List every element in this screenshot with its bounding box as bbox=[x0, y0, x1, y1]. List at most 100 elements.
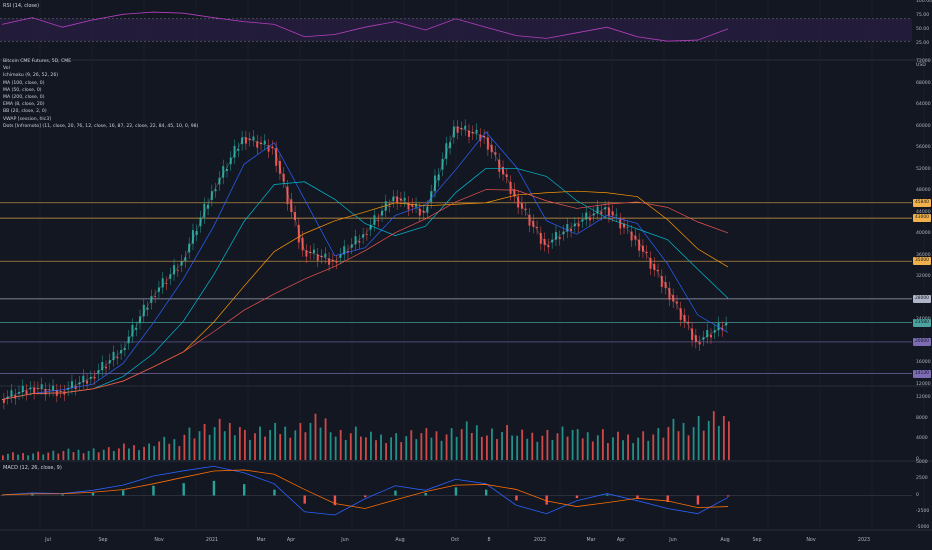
candle-body bbox=[645, 251, 648, 253]
candle-body bbox=[154, 296, 157, 297]
volume-bar bbox=[672, 418, 675, 460]
candle-body bbox=[358, 240, 361, 243]
volume-bar bbox=[223, 431, 226, 460]
price-level-tag[interactable]: 35000 bbox=[913, 257, 931, 266]
macd-pane-title: MACD (12, 26, close, 9) bbox=[3, 465, 62, 471]
candle-body bbox=[225, 169, 228, 172]
time-axis-tick: 2022 bbox=[533, 538, 547, 543]
candle-body bbox=[479, 134, 482, 141]
candle-body bbox=[207, 204, 210, 209]
volume-bar bbox=[62, 450, 65, 460]
volume-bar bbox=[687, 435, 690, 460]
volume-bar bbox=[521, 429, 524, 460]
indicator-legend-item[interactable]: MA (200, close, 0) bbox=[3, 95, 45, 101]
macd-histogram-bar bbox=[243, 484, 246, 496]
macd-histogram-bar bbox=[606, 494, 609, 496]
volume-bar bbox=[400, 442, 403, 460]
candle-body bbox=[123, 348, 126, 351]
volume-bar bbox=[329, 432, 332, 460]
candle-body bbox=[252, 136, 255, 141]
volume-bar bbox=[82, 453, 85, 460]
volume-bar bbox=[702, 430, 705, 460]
volume-bar bbox=[697, 416, 700, 460]
volume-bar bbox=[42, 454, 45, 460]
candle-body bbox=[297, 224, 300, 243]
indicator-legend-item[interactable]: EMA (8, close, 20) bbox=[3, 102, 45, 108]
candle-body bbox=[233, 145, 236, 158]
volume-bar bbox=[153, 446, 156, 460]
candle-body bbox=[70, 381, 73, 388]
volume-bar bbox=[193, 438, 196, 460]
price-level-tag[interactable]: 45840 bbox=[913, 198, 931, 207]
indicator-legend-item[interactable]: BB (20, close, 2, 0) bbox=[3, 109, 47, 115]
volume-bar bbox=[314, 413, 317, 460]
indicator-legend-item[interactable]: VWAP [session, hlc3] bbox=[3, 116, 51, 122]
indicator-legend-item[interactable]: Ichimoku (9, 26, 52, 26) bbox=[3, 73, 59, 79]
volume-bar bbox=[158, 441, 161, 460]
volume-bar bbox=[415, 439, 418, 460]
volume-bar bbox=[682, 422, 685, 460]
time-axis-tick: Sep bbox=[752, 538, 762, 543]
candle-body bbox=[244, 137, 247, 144]
volume-bar bbox=[269, 429, 272, 460]
candle-body bbox=[539, 232, 542, 244]
price-level-tag[interactable]: 43000 bbox=[913, 214, 931, 223]
price-level-tag[interactable]: 14130 bbox=[913, 369, 931, 378]
volume-bar bbox=[203, 424, 206, 460]
candle-body bbox=[498, 159, 501, 172]
candle-body bbox=[267, 145, 270, 152]
volume-bar bbox=[480, 436, 483, 460]
indicator-legend-item[interactable]: MA (100, close, 0) bbox=[3, 80, 45, 86]
time-axis-tick: 2021 bbox=[205, 538, 219, 543]
candle-body bbox=[437, 174, 440, 181]
candle-body bbox=[93, 376, 96, 379]
macd-histogram-bar bbox=[394, 490, 397, 496]
price-level-tag[interactable]: 23580 bbox=[913, 318, 931, 327]
candle-body bbox=[312, 249, 315, 254]
candle-body bbox=[486, 137, 489, 150]
candle-body bbox=[52, 385, 55, 391]
candle-body bbox=[536, 226, 539, 229]
volume-bar bbox=[294, 430, 297, 460]
candle-body bbox=[456, 126, 459, 133]
volume-bar bbox=[107, 447, 110, 460]
macd-histogram-bar bbox=[454, 487, 458, 496]
volume-bar bbox=[637, 437, 640, 460]
macd-histogram-bar bbox=[273, 489, 276, 496]
volume-bar bbox=[97, 452, 100, 460]
price-level-tag[interactable]: 20000 bbox=[913, 337, 931, 346]
candle-body bbox=[184, 257, 187, 262]
volume-bar bbox=[27, 455, 30, 460]
time-axis-tick: 8 bbox=[487, 538, 491, 543]
macd-histogram-bar bbox=[61, 494, 64, 496]
volume-bar bbox=[365, 437, 367, 460]
price-axis-tick: 16000 bbox=[916, 360, 931, 366]
candle-body bbox=[373, 215, 376, 225]
macd-axis-tick: 0 bbox=[916, 492, 919, 498]
symbol-title[interactable]: Bitcoin CME Futures, 5D, CME bbox=[3, 59, 72, 64]
volume-bar bbox=[102, 449, 105, 460]
volume-bar bbox=[128, 448, 130, 460]
volume-bar bbox=[491, 428, 493, 460]
volume-bar bbox=[244, 429, 246, 460]
candle-body bbox=[600, 211, 603, 215]
price-level-tag[interactable]: 28000 bbox=[913, 294, 931, 303]
indicator-legend-item[interactable]: Vol bbox=[3, 66, 10, 72]
volume-bar bbox=[339, 429, 342, 460]
volume-bar bbox=[284, 426, 287, 460]
macd-axis-tick: -5000 bbox=[916, 525, 930, 530]
indicator-legend-item[interactable]: Dots [Infromoto] (11, close, 20, 76, 12,… bbox=[3, 123, 199, 129]
candle-body bbox=[619, 219, 622, 229]
candle-body bbox=[528, 214, 531, 226]
candle-body bbox=[709, 334, 712, 338]
time-axis-tick: Sep bbox=[98, 538, 108, 543]
moving-average-line bbox=[1, 167, 729, 400]
price-axis-tick: 60000 bbox=[916, 123, 931, 129]
volume-bar bbox=[289, 437, 292, 460]
price-axis-tick: 68000 bbox=[916, 80, 931, 86]
volume-bar bbox=[17, 454, 19, 460]
indicator-legend-item[interactable]: MA (50, close, 0) bbox=[3, 87, 42, 93]
volume-axis-tick: 0 bbox=[916, 457, 919, 462]
volume-bar bbox=[551, 439, 554, 460]
